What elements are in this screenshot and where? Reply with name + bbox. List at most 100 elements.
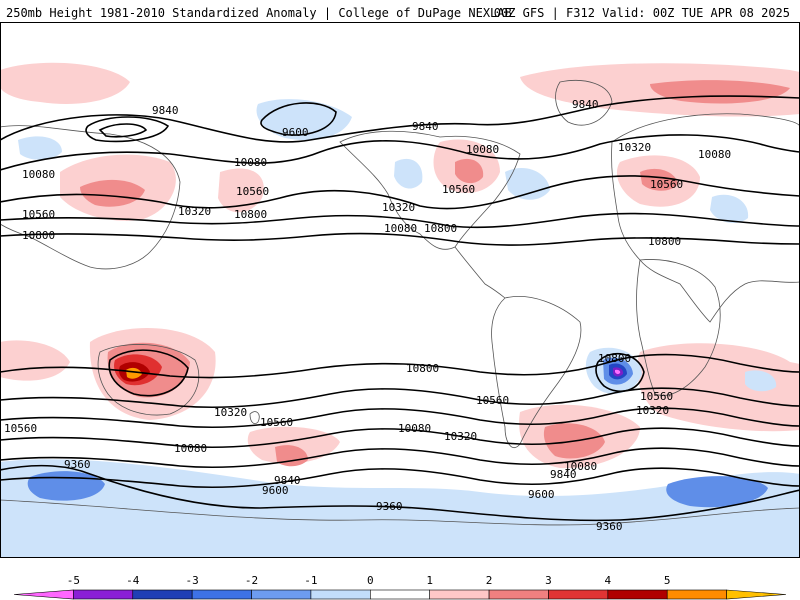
contour-label: 10320 <box>444 430 477 443</box>
contour-10080-north <box>0 134 800 171</box>
contour-9600-west-pacific <box>85 116 170 143</box>
contour-10560-north <box>0 212 800 229</box>
anomaly-neg-antarctic-band <box>0 459 800 558</box>
contour-label: 9360 <box>64 458 91 471</box>
anomaly-neg-north-america <box>394 158 423 189</box>
contour-label: 10800 <box>424 222 457 235</box>
contour-label: 10800 <box>22 229 55 242</box>
contour-label: 10560 <box>236 185 269 198</box>
contour-label: 9600 <box>262 484 289 497</box>
contour-9360-south <box>0 464 800 522</box>
coastline-greenland <box>555 80 613 126</box>
contour-label: 9600 <box>528 488 555 501</box>
colorbar-tick-label: -3 <box>186 574 199 587</box>
contour-label: 10080 <box>174 442 207 455</box>
contour-label: 10080 <box>22 168 55 181</box>
contour-10320-south <box>0 407 800 429</box>
coastline-new-zealand <box>249 411 260 424</box>
anomaly-pos-south-pacific-core <box>275 445 308 467</box>
contour-label: 10320 <box>618 141 651 154</box>
colorbar-swatch <box>13 589 74 600</box>
contour-label: 10560 <box>442 183 475 196</box>
contour-label: 10560 <box>260 416 293 429</box>
coastline-australia <box>97 344 200 416</box>
colorbar-swatch <box>191 589 252 600</box>
colorbar-swatch <box>488 589 549 600</box>
height-contours <box>0 95 800 522</box>
colorbar-swatch <box>370 589 430 600</box>
colorbar-tick-label: -4 <box>126 574 140 587</box>
anomaly-map: 9840 9600 9840 9840 10080 10080 10080 10… <box>0 22 800 558</box>
anomaly-pos-australia-5 <box>126 367 142 379</box>
anomaly-pos-south-indian <box>0 340 70 381</box>
coastline-north-america <box>339 130 521 250</box>
colorbar-tick-label: -2 <box>245 574 258 587</box>
contour-9840-south <box>0 447 800 469</box>
contour-label: 10560 <box>4 422 37 435</box>
contour-10800-north <box>0 232 800 246</box>
contour-10800-low <box>595 353 645 393</box>
anomaly-pos-east-asia-core <box>80 179 145 207</box>
contour-label: 10080 <box>466 143 499 156</box>
anomaly-neg-antarctic-east <box>666 476 768 508</box>
contour-9840-west-pacific <box>98 123 148 138</box>
anomaly-pos-north-pacific-east <box>218 168 264 213</box>
contour-label: 10800 <box>406 362 439 375</box>
colorbar-swatch <box>251 589 312 600</box>
contour-label: 9840 <box>274 474 301 487</box>
contour-label: 9840 <box>152 104 179 117</box>
colorbar: -5 -4 -3 -2 -1 0 1 2 3 4 5 <box>13 574 787 600</box>
anomaly-neg-north-atlantic <box>505 168 550 200</box>
colorbar-swatch <box>132 589 193 600</box>
colorbar-tick-label: 3 <box>545 574 552 587</box>
contour-9600-south <box>0 467 800 489</box>
contour-10800-south <box>0 353 800 379</box>
contour-label: 10800 <box>234 208 267 221</box>
contour-9600-aleutian <box>260 102 337 136</box>
contour-label: 10080 <box>398 422 431 435</box>
colorbar-tick-label: -1 <box>304 574 317 587</box>
colorbar-tick-label: 5 <box>664 574 671 587</box>
contour-label: 9360 <box>596 520 623 533</box>
colorbar-swatch <box>429 589 490 600</box>
anomaly-pos-canada-core <box>455 158 484 184</box>
colorbar-tick-labels: -5 -4 -3 -2 -1 0 1 2 3 4 5 <box>67 574 671 587</box>
contour-labels: 9840 9600 9840 9840 10080 10080 10080 10… <box>4 98 731 533</box>
contour-label: 9600 <box>282 126 309 139</box>
colorbar-swatch <box>310 589 371 600</box>
positive-anomaly-shading <box>0 62 800 469</box>
anomaly-neg-south-atlantic-low-5 <box>615 369 621 375</box>
contour-label: 10080 <box>384 222 417 235</box>
colorbar-tick-label: -5 <box>67 574 80 587</box>
contour-label: 10560 <box>650 178 683 191</box>
contour-label: 10080 <box>234 156 267 169</box>
colorbar-swatch <box>607 589 668 600</box>
colorbar-tick-label: 4 <box>605 574 612 587</box>
colorbar-tick-label: 2 <box>486 574 493 587</box>
anomaly-neg-aleutian <box>256 99 352 141</box>
contour-label: 10800 <box>598 352 631 365</box>
colorbar-swatches <box>13 589 787 600</box>
contour-label: 9840 <box>412 120 439 133</box>
colorbar-tick-label: 0 <box>367 574 374 587</box>
coastline-central-america <box>454 246 506 299</box>
map-title: 250mb Height 1981-2010 Standardized Anom… <box>6 6 512 20</box>
contour-9840-north <box>0 95 800 143</box>
colorbar-swatch <box>666 589 727 600</box>
anomaly-pos-europe-core <box>640 168 678 191</box>
contour-label: 10320 <box>636 404 669 417</box>
contour-10320-north <box>0 175 800 210</box>
contour-label: 9360 <box>376 500 403 513</box>
contour-label: 10560 <box>640 390 673 403</box>
contour-label: 10560 <box>22 208 55 221</box>
contour-label: 9840 <box>550 468 577 481</box>
colorbar-swatch <box>726 589 787 600</box>
contour-label: 10080 <box>564 460 597 473</box>
contour-australia-high <box>108 349 189 397</box>
contour-label: 10560 <box>476 394 509 407</box>
colorbar-swatch <box>73 589 134 600</box>
model-run-info: 00Z GFS | F312 Valid: 00Z TUE APR 08 202… <box>493 6 790 20</box>
anomaly-neg-central-europe <box>710 194 749 224</box>
anomaly-neg-south-indian-small <box>745 370 777 392</box>
anomaly-neg-west-pacific <box>18 136 62 160</box>
